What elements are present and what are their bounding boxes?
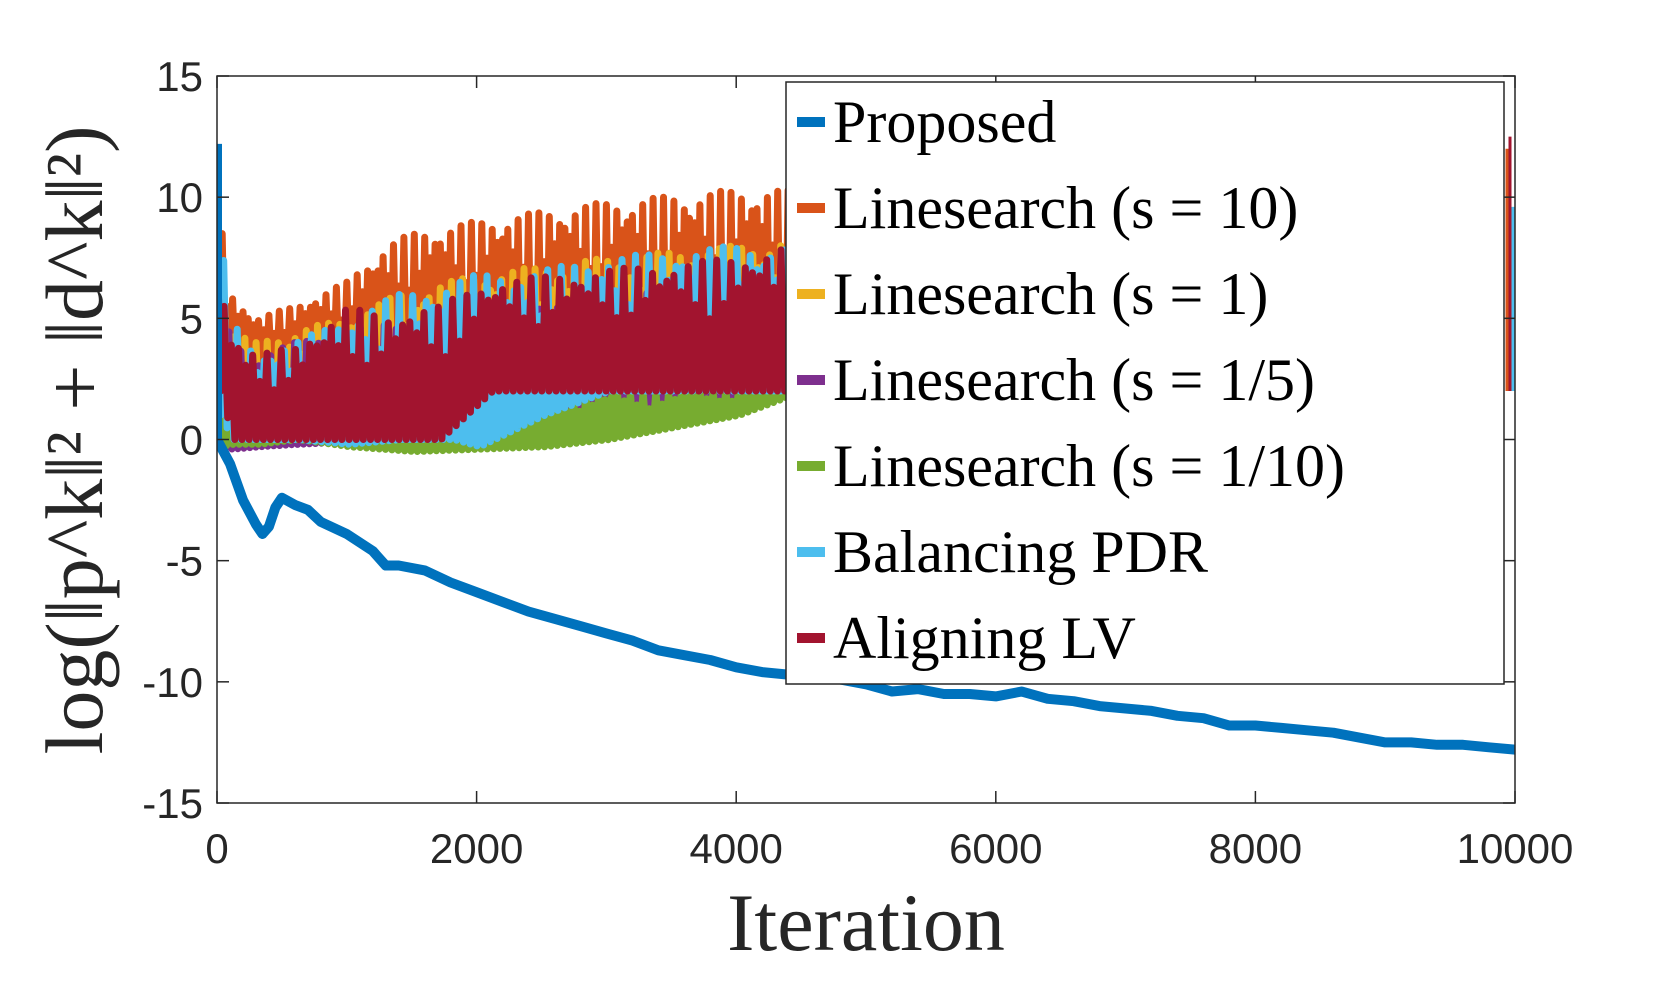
y-tick-label: 0: [180, 417, 203, 464]
y-tick-label: 5: [180, 295, 203, 342]
y-tick-label: 10: [156, 174, 203, 221]
x-tick-label: 10000: [1457, 825, 1574, 872]
x-tick-label: 0: [205, 825, 228, 872]
legend-entry-linesearch-s-10: Linesearch (s = 10): [833, 175, 1298, 241]
y-tick-label: -15: [142, 780, 203, 827]
legend-entry-proposed: Proposed: [833, 89, 1056, 155]
legend-entry-aligning-lv: Aligning LV: [833, 605, 1136, 671]
legend-box: [785, 81, 1505, 685]
series-layer: [217, 136, 1515, 755]
y-tick-label: -5: [166, 538, 203, 585]
y-axis-title: log(‖p^k‖² + ‖d^k‖²): [29, 126, 120, 755]
legend: Proposed Linesearch (s = 10) Linesearch (s…: [785, 81, 1505, 685]
y-tick-label: -10: [142, 659, 203, 706]
x-tick-label: 2000: [430, 825, 523, 872]
legend-entry-balancing-pdr: Balancing PDR: [833, 519, 1208, 585]
x-axis: 0 2000 4000 6000 8000 10000: [205, 76, 1573, 872]
x-tick-label: 8000: [1209, 825, 1302, 872]
x-axis-title: Iteration: [727, 877, 1005, 968]
x-tick-label: 6000: [949, 825, 1042, 872]
x-tick-label: 4000: [689, 825, 782, 872]
legend-entry-linesearch-s-1-5: Linesearch (s = 1/5): [833, 347, 1315, 413]
legend-entry-linesearch-s-1: Linesearch (s = 1): [833, 261, 1268, 327]
y-axis: 15 10 5 0 -5 -10 -15: [142, 53, 1515, 827]
series-proposed: [217, 434, 1515, 755]
series-aligning-lv: [217, 227, 796, 443]
legend-entry-linesearch-s-1-10: Linesearch (s = 1/10): [833, 433, 1345, 499]
y-tick-label: 15: [156, 53, 203, 100]
